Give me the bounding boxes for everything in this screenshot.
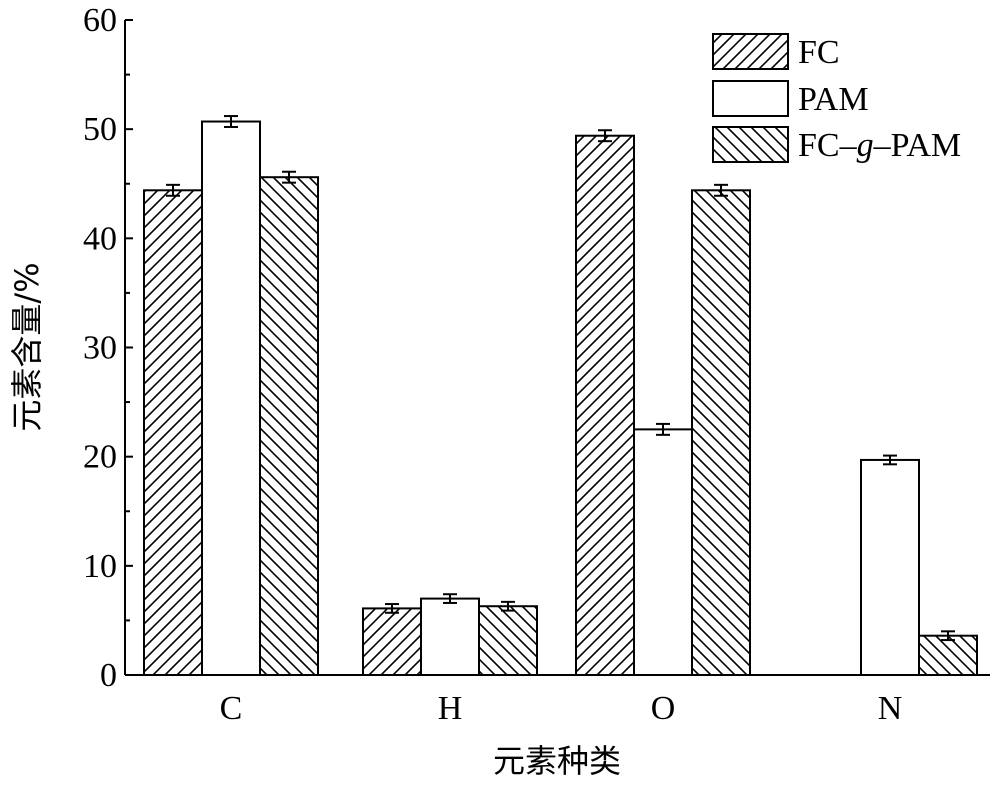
error-bar xyxy=(941,630,955,642)
y-tick-label: 40 xyxy=(83,220,117,257)
y-tick-label: 60 xyxy=(83,2,117,39)
bars xyxy=(143,120,978,677)
error-bar xyxy=(282,170,296,184)
legend-swatch-fc xyxy=(712,33,789,70)
legend-swatch-pam xyxy=(712,80,789,117)
legend-label-fc-g-pam: FC–g–PAM xyxy=(798,127,961,164)
legend-label-fc: FC xyxy=(798,34,840,71)
bar-fc-o xyxy=(575,134,635,676)
x-tick-label-h: H xyxy=(438,690,463,727)
y-tick-label: 20 xyxy=(83,439,117,476)
bar-fc-g-pam-o xyxy=(691,189,751,677)
x-axis-title: 元素种类 xyxy=(493,742,621,780)
bar-pam-c xyxy=(201,120,261,676)
bar-fc-c xyxy=(143,189,203,677)
x-tick-label-o: O xyxy=(651,690,676,727)
error-bar xyxy=(166,183,180,197)
error-bars xyxy=(166,115,955,642)
bar-fc-g-pam-c xyxy=(259,176,319,676)
bar-fc-h xyxy=(362,607,422,676)
x-tick-label-c: C xyxy=(220,690,243,727)
legend-label-pam: PAM xyxy=(798,81,869,118)
bar-pam-n xyxy=(860,458,920,677)
error-bar xyxy=(385,603,399,614)
y-axis-title: 元素含量/% xyxy=(8,262,46,431)
y-ticks: 0 10 20 30 40 50 60 xyxy=(83,2,133,694)
y-tick-label: 0 xyxy=(100,657,117,694)
y-tick-label: 50 xyxy=(83,111,117,148)
bar-fc-g-pam-h xyxy=(478,605,538,676)
error-bar xyxy=(598,129,612,143)
legend: FC PAM FC–g–PAM xyxy=(712,33,961,164)
error-bar xyxy=(443,593,457,604)
error-bar xyxy=(656,422,670,436)
error-bar xyxy=(714,183,728,197)
bar-fc-g-pam-n xyxy=(918,634,978,677)
error-bar xyxy=(883,454,897,466)
bar-pam-h xyxy=(420,597,480,676)
error-bar xyxy=(224,115,238,128)
error-bar xyxy=(501,600,515,612)
legend-swatch-fc-g-pam xyxy=(712,126,789,163)
y-tick-label: 30 xyxy=(83,330,117,367)
bar-pam-o xyxy=(633,428,693,676)
y-tick-label: 10 xyxy=(83,548,117,585)
x-tick-label-n: N xyxy=(878,690,903,727)
